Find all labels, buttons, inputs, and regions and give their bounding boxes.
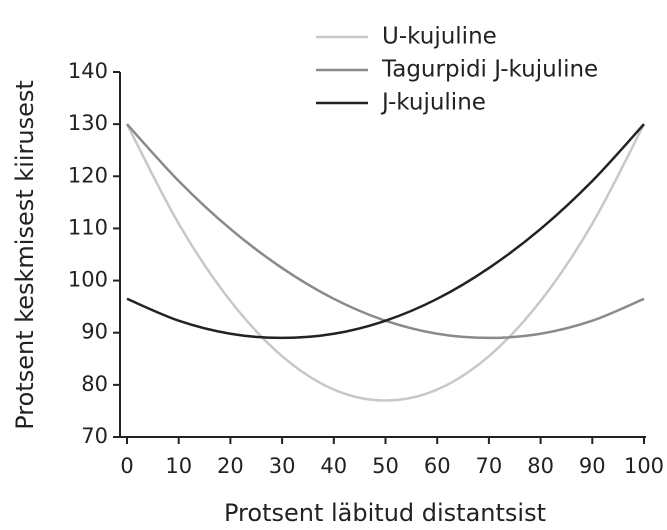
legend-label: U-kujuline bbox=[382, 24, 497, 50]
x-tick-label: 20 bbox=[217, 454, 244, 478]
y-tick-label: 130 bbox=[68, 111, 108, 135]
series-line bbox=[126, 123, 645, 340]
x-axis-label: Protsent läbitud distantsist bbox=[224, 499, 546, 527]
x-tick-label: 50 bbox=[372, 454, 399, 478]
x-tick-label: 80 bbox=[527, 454, 554, 478]
x-tick-label: 40 bbox=[320, 454, 347, 478]
y-tick-label: 110 bbox=[68, 215, 108, 239]
x-tick-label: 100 bbox=[624, 454, 664, 478]
x-tick-label: 90 bbox=[579, 454, 606, 478]
x-tick-label: 60 bbox=[424, 454, 451, 478]
y-axis-label: Protsent keskmisest kiirusest bbox=[11, 80, 39, 430]
y-tick-label: 90 bbox=[81, 320, 108, 344]
legend-label: Tagurpidi J-kujuline bbox=[381, 57, 598, 83]
y-tick-label: 140 bbox=[68, 59, 108, 83]
series-line bbox=[126, 123, 645, 340]
y-tick-label: 100 bbox=[68, 268, 108, 292]
y-tick-label: 70 bbox=[81, 424, 108, 448]
x-tick-label: 30 bbox=[269, 454, 296, 478]
y-tick-label: 120 bbox=[68, 163, 108, 187]
legend-label: J-kujuline bbox=[380, 90, 486, 116]
series-line bbox=[125, 123, 646, 402]
x-tick-label: 70 bbox=[476, 454, 503, 478]
x-tick-label: 0 bbox=[120, 454, 133, 478]
x-tick-label: 10 bbox=[165, 454, 192, 478]
y-tick-label: 80 bbox=[81, 372, 108, 396]
